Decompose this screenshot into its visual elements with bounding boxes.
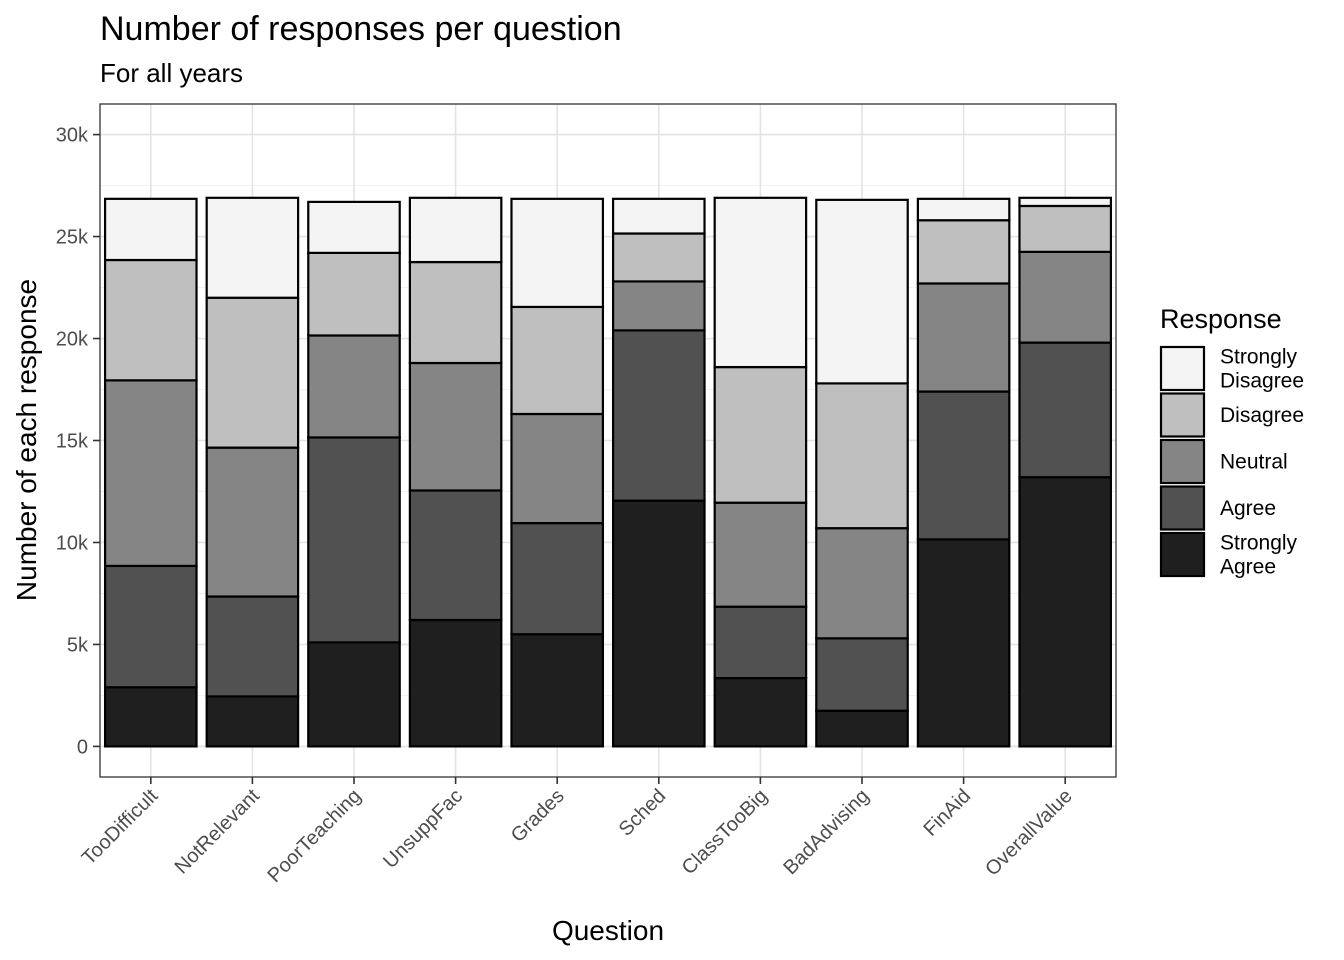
x-tick-label: Sched bbox=[615, 785, 671, 841]
legend-label: Agree bbox=[1220, 556, 1276, 579]
bar-segment bbox=[916, 390, 1011, 541]
chart-subtitle: For all years bbox=[100, 58, 243, 88]
bar-segment bbox=[103, 379, 198, 568]
bar-segment bbox=[510, 412, 605, 525]
y-tick-label: 25k bbox=[56, 227, 89, 249]
bar-segment bbox=[408, 618, 503, 748]
bar-segment bbox=[1018, 476, 1113, 748]
bar-segment bbox=[713, 501, 808, 608]
bar-segment bbox=[611, 232, 706, 283]
bar-segment bbox=[611, 280, 706, 332]
bar-segment bbox=[510, 633, 605, 748]
bar-segment bbox=[815, 382, 909, 530]
legend: Response StronglyDisagreeDisagreeNeutral… bbox=[1159, 304, 1304, 579]
bar-segment bbox=[1018, 204, 1113, 253]
legend-label: Strongly bbox=[1220, 346, 1298, 369]
x-tick-label: Grades bbox=[507, 785, 569, 847]
x-axis: TooDifficult NotRelevant PoorTeaching Unsup… bbox=[78, 777, 1077, 887]
bar-segment bbox=[815, 637, 909, 712]
x-tick-label: BadAdvising bbox=[779, 785, 873, 879]
bars-group bbox=[103, 196, 1113, 748]
legend-label: Strongly bbox=[1220, 532, 1298, 555]
legend-key bbox=[1159, 345, 1206, 392]
bar-segment bbox=[103, 258, 198, 382]
bar-segment bbox=[510, 305, 605, 416]
x-tick-label: FinAid bbox=[919, 785, 975, 841]
bar-segment bbox=[103, 197, 198, 262]
legend-key bbox=[1159, 392, 1206, 438]
bar-segment bbox=[510, 521, 605, 636]
bar-segment bbox=[408, 361, 503, 492]
bar-segment bbox=[713, 365, 808, 504]
y-tick-label: 15k bbox=[56, 431, 89, 453]
chart-title: Number of responses per question bbox=[100, 10, 622, 48]
bar-segment bbox=[307, 251, 401, 337]
bar-segment bbox=[103, 564, 198, 689]
bar-segment bbox=[408, 196, 503, 264]
bar-segment bbox=[611, 197, 706, 235]
bar-segment bbox=[916, 219, 1011, 285]
bar-segment bbox=[611, 329, 706, 502]
legend-title: Response bbox=[1160, 304, 1282, 334]
bar-segment bbox=[205, 446, 300, 598]
bar-segment bbox=[307, 334, 401, 439]
x-tick-label: OverallValue bbox=[981, 785, 1076, 880]
bar-segment bbox=[205, 296, 300, 449]
bar-segment bbox=[408, 260, 503, 365]
y-tick-label: 0 bbox=[77, 736, 88, 758]
x-tick-label: PoorTeaching bbox=[263, 785, 365, 887]
bar-segment bbox=[408, 489, 503, 622]
bar-segment bbox=[611, 499, 706, 748]
bar-segment bbox=[713, 676, 808, 748]
y-tick-label: 5k bbox=[67, 634, 89, 656]
y-tick-label: 30k bbox=[56, 125, 89, 147]
bar-segment bbox=[1018, 250, 1113, 344]
bar-segment bbox=[205, 695, 300, 748]
x-axis-label: Question bbox=[552, 915, 664, 946]
legend-label: Disagree bbox=[1220, 404, 1304, 427]
bar-segment bbox=[307, 641, 401, 748]
y-axis: 0 5k 10k 15k 20k 25k 30k bbox=[56, 125, 100, 758]
bar-segment bbox=[510, 197, 605, 309]
bar-segment bbox=[916, 538, 1011, 748]
y-axis-label: Number of each response bbox=[11, 279, 42, 601]
bar-segment bbox=[205, 196, 300, 299]
bar-segment bbox=[815, 527, 909, 640]
bar-segment bbox=[713, 196, 808, 369]
bar-segment bbox=[205, 595, 300, 698]
bar-segment bbox=[307, 200, 401, 254]
legend-key bbox=[1159, 531, 1206, 578]
bar-segment bbox=[307, 436, 401, 644]
y-tick-label: 20k bbox=[56, 329, 89, 351]
x-tick-label: UnsuppFac bbox=[379, 785, 467, 873]
bar-segment bbox=[103, 686, 198, 748]
bar-segment bbox=[713, 605, 808, 680]
bar-segment bbox=[1018, 341, 1113, 479]
legend-label: Agree bbox=[1220, 497, 1276, 520]
x-tick-label: TooDifficult bbox=[78, 785, 163, 870]
legend-label: Neutral bbox=[1220, 451, 1288, 474]
bar-segment bbox=[815, 198, 909, 385]
bar-segment bbox=[916, 197, 1011, 222]
bar-segment bbox=[1018, 196, 1113, 208]
legend-label: Disagree bbox=[1220, 370, 1304, 393]
x-tick-label: ClassTooBig bbox=[678, 785, 772, 879]
legend-key bbox=[1159, 485, 1206, 531]
legend-key bbox=[1159, 438, 1206, 485]
bar-segment bbox=[916, 282, 1011, 393]
y-tick-label: 10k bbox=[56, 532, 89, 554]
bar-segment bbox=[815, 709, 909, 748]
x-tick-label: NotRelevant bbox=[171, 785, 265, 879]
